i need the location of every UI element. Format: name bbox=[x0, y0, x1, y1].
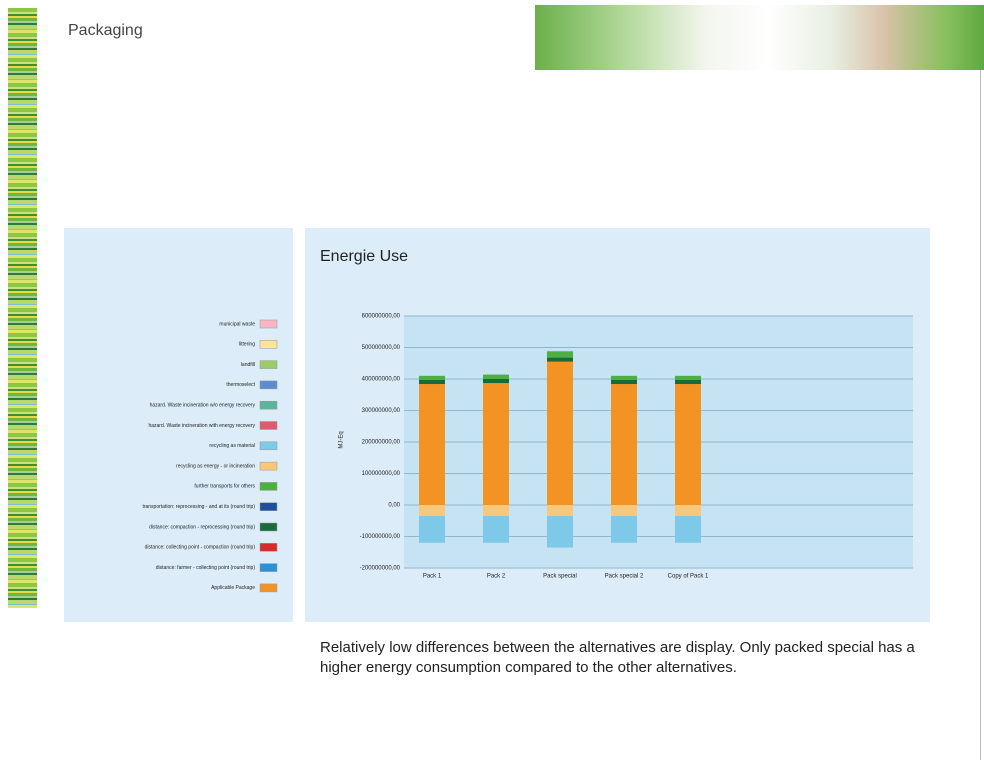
legend-label: recycling as energy - or incineration bbox=[176, 463, 255, 469]
legend-label: transportation: reprocessing - and at it… bbox=[142, 504, 255, 510]
legend-label: hazard. Waste incineration w/o energy re… bbox=[150, 403, 256, 409]
bar-segment bbox=[675, 516, 701, 543]
y-tick-label: 500000000,00 bbox=[362, 345, 401, 351]
legend-label: municipal waste bbox=[219, 321, 255, 327]
decor-stripe bbox=[8, 8, 37, 608]
legend-label: Applicable Package bbox=[211, 585, 255, 591]
legend-label: distance: compaction - reprocessing (rou… bbox=[149, 524, 255, 530]
bar-segment bbox=[419, 384, 445, 505]
caption: Relatively low differences between the a… bbox=[320, 639, 915, 676]
bar-segment bbox=[611, 379, 637, 385]
legend-panel bbox=[64, 228, 293, 622]
y-axis-label: MJ-Eq bbox=[339, 431, 345, 448]
bar-segment bbox=[675, 384, 701, 505]
bar-segment bbox=[611, 375, 637, 380]
page-edge bbox=[980, 70, 981, 760]
legend-swatch bbox=[259, 543, 278, 552]
legend-label: hazard. Waste incineration with energy r… bbox=[148, 423, 255, 429]
legend-swatch bbox=[259, 400, 278, 410]
chart-title: Energie Use bbox=[320, 248, 408, 265]
legend-label: distance: collecting point - compaction … bbox=[145, 545, 256, 551]
bar-segment bbox=[547, 505, 573, 517]
legend-swatch bbox=[259, 360, 278, 369]
bar-segment bbox=[611, 505, 637, 517]
x-tick-label: Copy of Pack 1 bbox=[668, 574, 709, 580]
x-tick-label: Pack special 2 bbox=[605, 574, 644, 580]
page-title: Packaging bbox=[68, 22, 143, 39]
y-tick-label: 300000000,00 bbox=[362, 408, 401, 414]
y-tick-label: -100000000,00 bbox=[360, 534, 401, 540]
x-tick-label: Pack 1 bbox=[423, 574, 442, 580]
bar-segment bbox=[547, 361, 573, 505]
legend-label: littering bbox=[239, 342, 255, 348]
legend-label: landfill bbox=[241, 362, 255, 368]
bar-segment bbox=[419, 516, 445, 543]
legend-swatch bbox=[259, 340, 278, 349]
bar-segment bbox=[611, 516, 637, 543]
y-tick-label: 100000000,00 bbox=[362, 471, 401, 477]
bar-segment bbox=[419, 505, 445, 517]
header-photo bbox=[535, 5, 984, 70]
legend-swatch bbox=[259, 563, 278, 572]
legend-swatch bbox=[259, 441, 278, 451]
legend-swatch bbox=[259, 421, 278, 430]
legend-swatch bbox=[259, 502, 278, 511]
legend-swatch bbox=[259, 482, 278, 491]
bar-segment bbox=[675, 375, 701, 380]
bar-segment bbox=[547, 357, 573, 362]
y-tick-label: 600000000,00 bbox=[362, 314, 401, 320]
legend-swatch bbox=[259, 583, 278, 593]
bar-segment bbox=[547, 516, 573, 548]
bar-segment bbox=[419, 375, 445, 380]
x-tick-label: Pack special bbox=[543, 574, 577, 580]
bar-segment bbox=[483, 383, 509, 505]
bar-segment bbox=[675, 379, 701, 385]
y-tick-label: 200000000,00 bbox=[362, 440, 401, 446]
legend-label: recycling as material bbox=[209, 443, 255, 449]
bar-segment bbox=[675, 505, 701, 517]
legend-label: distance: farmer - collecting point (rou… bbox=[156, 565, 256, 571]
legend-swatch bbox=[259, 522, 278, 532]
legend-swatch bbox=[259, 380, 278, 390]
legend-label: further transports for others bbox=[194, 484, 255, 490]
x-tick-label: Pack 2 bbox=[487, 574, 506, 580]
bar-segment bbox=[483, 516, 509, 543]
legend-swatch bbox=[259, 319, 278, 329]
y-tick-label: -200000000,00 bbox=[360, 566, 401, 572]
legend-swatch bbox=[259, 461, 278, 471]
legend-label: thermoselect bbox=[226, 382, 255, 388]
bar-segment bbox=[483, 374, 509, 379]
bar-segment bbox=[483, 505, 509, 517]
bar-segment bbox=[611, 384, 637, 505]
bar-segment bbox=[547, 351, 573, 358]
bar-segment bbox=[483, 379, 509, 384]
bar-segment bbox=[419, 379, 445, 385]
y-tick-label: 0,00 bbox=[388, 503, 400, 509]
y-tick-label: 400000000,00 bbox=[362, 377, 401, 383]
